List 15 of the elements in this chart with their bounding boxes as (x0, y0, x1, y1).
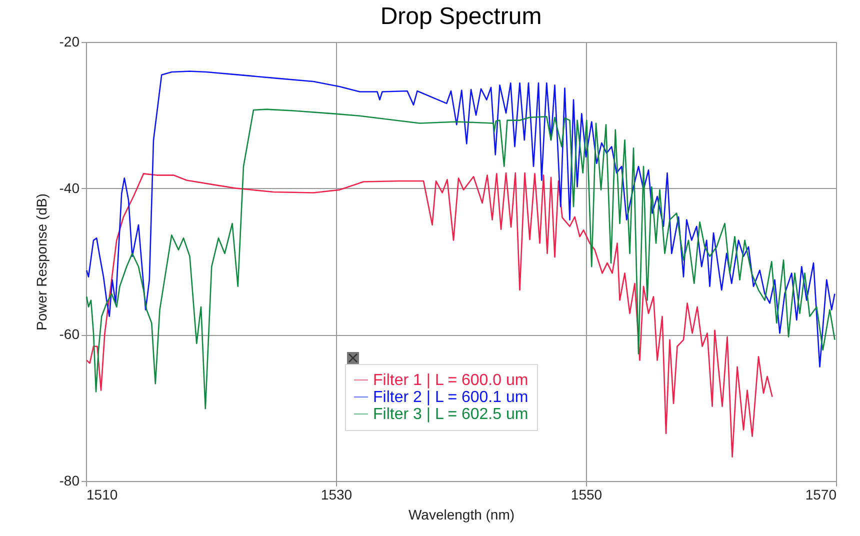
y-tick-label: -60 (59, 326, 80, 342)
legend-label: Filter 2 | L = 600.1 um (373, 389, 528, 406)
line-series (86, 172, 773, 458)
y-axis-title: Power Response (dB) (33, 194, 50, 330)
x-tick-label: 1550 (570, 486, 602, 502)
chart-title: Drop Spectrum (380, 3, 542, 30)
y-tick-label: -20 (59, 34, 80, 50)
y-tick-label: -80 (59, 472, 80, 488)
x-tick-label: 1570 (805, 486, 837, 502)
legend-label: Filter 3 | L = 602.5 um (373, 406, 528, 423)
legend-label: Filter 1 | L = 600.0 um (373, 372, 528, 389)
x-tick-label: 1530 (320, 486, 352, 502)
x-axis-title: Wavelength (nm) (408, 506, 515, 522)
x-tick-label: 1510 (86, 486, 118, 502)
y-tick-label: -40 (59, 180, 80, 196)
